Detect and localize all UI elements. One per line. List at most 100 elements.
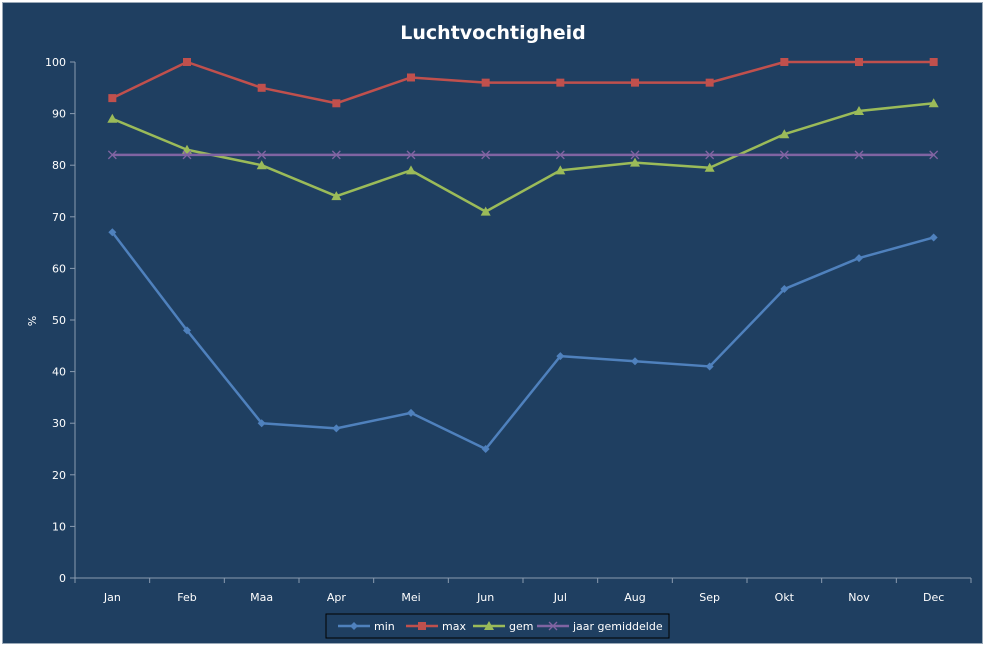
data-point-max — [108, 94, 117, 103]
y-tick-label: 30 — [52, 417, 66, 430]
data-point-gem — [555, 165, 566, 175]
data-point-min — [556, 352, 565, 361]
legend-item-min: min — [338, 620, 395, 633]
x-tick-label: Jan — [103, 591, 121, 604]
data-point-jaar-gemiddelde — [331, 150, 341, 160]
data-point-min — [929, 233, 938, 242]
data-point-gem — [779, 129, 790, 139]
data-point-jaar-gemiddelde — [779, 150, 789, 160]
data-point-jaar-gemiddelde-stroke — [779, 150, 789, 160]
chart-title: Luchtvochtigheid — [400, 22, 585, 44]
legend-label-gem: gem — [509, 620, 533, 633]
data-point-max — [257, 83, 266, 92]
x-tick-label: Jul — [553, 591, 567, 604]
data-point-min — [780, 285, 789, 294]
series-layer — [107, 58, 939, 453]
series-gem — [107, 98, 939, 216]
data-point-gem — [256, 160, 267, 170]
axes: 0 10 20 30 40 50 60 70 80 90 100 Jan Feb Maa Apr Mei Jun… — [45, 56, 972, 604]
legend-marker-gem — [484, 621, 494, 630]
data-point-jaar-gemiddelde-stroke — [705, 150, 715, 160]
data-point-min — [705, 362, 714, 371]
x-tick-label: Feb — [177, 591, 196, 604]
data-point-jaar-gemiddelde — [705, 150, 715, 160]
x-tick-label: Dec — [923, 591, 944, 604]
data-point-gem — [480, 206, 491, 216]
data-point-jaar-gemiddelde-stroke — [929, 150, 939, 160]
data-point-min — [481, 445, 490, 453]
data-point-max — [929, 58, 938, 66]
data-point-jaar-gemiddelde — [257, 150, 267, 160]
data-point-max — [481, 78, 490, 87]
data-point-gem — [928, 98, 939, 108]
x-tick-label: Jun — [476, 591, 494, 604]
data-point-min — [855, 254, 863, 263]
data-point-jaar-gemiddelde-stroke — [630, 150, 640, 160]
series-max — [108, 58, 938, 108]
series-line-min — [111, 231, 934, 451]
y-axis-label: % — [26, 316, 39, 326]
data-point-max — [332, 99, 341, 108]
data-point-gem — [854, 106, 864, 116]
x-tick-label: Apr — [327, 591, 347, 604]
x-tick-label: Mei — [401, 591, 420, 604]
y-tick-label: 0 — [59, 572, 66, 585]
data-point-jaar-gemiddelde — [107, 150, 117, 160]
data-point-gem — [331, 191, 342, 201]
legend: min max gem jaar gemiddelde — [325, 613, 670, 639]
data-point-jaar-gemiddelde — [555, 150, 565, 160]
x-tick-label: Sep — [699, 591, 720, 604]
y-tick-label: 40 — [52, 366, 66, 379]
legend-item-max: max — [406, 620, 466, 633]
data-point-jaar-gemiddelde — [406, 150, 416, 160]
legend-marker-min — [350, 622, 358, 630]
data-point-gem — [630, 157, 640, 167]
data-point-jaar-gemiddelde-stroke — [182, 150, 192, 160]
legend-item-gem: gem — [473, 620, 533, 633]
x-tick-label: Nov — [848, 591, 870, 604]
data-point-min — [407, 408, 415, 417]
data-point-jaar-gemiddelde — [929, 150, 939, 160]
y-tick-label: 10 — [52, 520, 66, 533]
data-point-max — [556, 78, 565, 87]
data-point-gem — [406, 165, 416, 175]
data-point-jaar-gemiddelde-stroke — [481, 150, 491, 160]
x-tick-label: Okt — [775, 591, 795, 604]
data-point-max — [631, 78, 639, 87]
y-tick-label: 50 — [52, 314, 66, 327]
series-line-max — [111, 60, 934, 105]
data-point-max — [780, 58, 789, 66]
data-point-max — [183, 58, 191, 66]
data-point-max — [407, 73, 415, 82]
data-point-min — [108, 228, 117, 237]
data-point-min — [257, 419, 266, 428]
data-point-jaar-gemiddelde-stroke — [107, 150, 117, 160]
legend-marker-max — [418, 622, 426, 630]
y-tick-label: 90 — [52, 108, 66, 121]
data-point-jaar-gemiddelde-stroke — [406, 150, 416, 160]
data-point-gem — [704, 162, 715, 172]
x-tick-label: Aug — [624, 591, 645, 604]
data-point-jaar-gemiddelde — [630, 150, 640, 160]
series-min — [108, 228, 938, 453]
series-line-gem — [111, 102, 934, 213]
data-point-jaar-gemiddelde-stroke — [331, 150, 341, 160]
legend-box — [325, 613, 670, 639]
legend-label-jaar-gemiddelde: jaar gemiddelde — [572, 620, 663, 633]
data-point-min — [183, 326, 191, 335]
y-tick-label: 70 — [52, 211, 66, 224]
legend-label-min: min — [374, 620, 395, 633]
legend-item-jaar-gemiddelde: jaar gemiddelde — [537, 620, 663, 633]
legend-marker-jaar-gemiddelde-stroke — [548, 621, 558, 631]
legend-label-max: max — [442, 620, 466, 633]
data-point-jaar-gemiddelde — [854, 150, 864, 160]
data-point-jaar-gemiddelde-stroke — [555, 150, 565, 160]
data-point-jaar-gemiddelde — [182, 150, 192, 160]
y-tick-label: 20 — [52, 469, 66, 482]
data-point-jaar-gemiddelde-stroke — [854, 150, 864, 160]
y-tick-label: 60 — [52, 262, 66, 275]
data-point-min — [631, 357, 639, 366]
data-point-jaar-gemiddelde — [481, 150, 491, 160]
legend-marker-jaar-gemiddelde — [548, 621, 558, 631]
